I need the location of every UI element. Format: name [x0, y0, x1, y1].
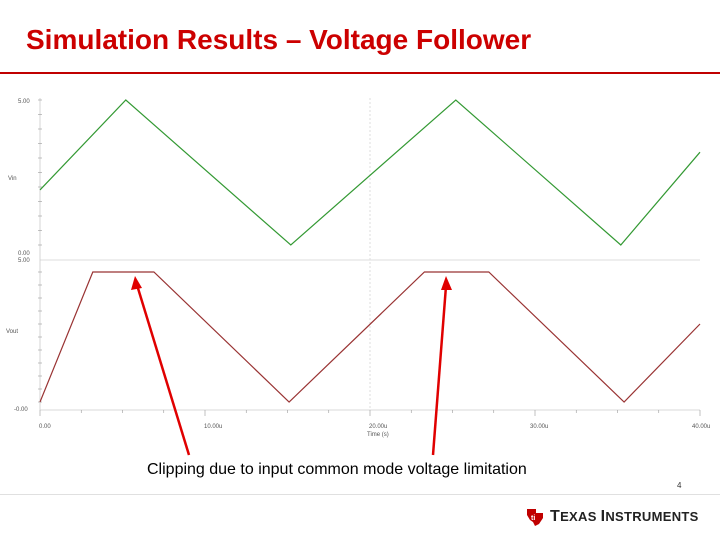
x-axis-label: Time (s) [367, 432, 389, 438]
x-tick-label-2: 20.00u [369, 424, 387, 430]
x-tick-label-3: 30.00u [530, 424, 548, 430]
vout-y-top-label: 5.00 [18, 258, 30, 264]
slide-title: Simulation Results – Voltage Follower [26, 24, 532, 55]
vin-series-line [39, 99, 701, 246]
logo-wordmark: TEXAS INSTRUMENTS [550, 508, 699, 525]
svg-text:ti: ti [531, 515, 535, 522]
x-tick-label-0: 0.00 [39, 424, 51, 430]
vin-y-bottom-label: 0.00 [18, 251, 30, 257]
vin-y-axis-label: Vin [8, 176, 17, 182]
page-number: 4 [677, 481, 682, 490]
vout-series-line [39, 271, 701, 403]
plot-grid [39, 98, 700, 411]
ti-state-icon: ti [527, 509, 543, 526]
footer-divider [0, 494, 720, 495]
ti-logo: ti TEXAS INSTRUMENTS [524, 506, 699, 528]
vout-y-axis-label: Vout [6, 329, 18, 335]
plot-ticks [38, 99, 701, 416]
clipping-caption: Clipping due to input common mode voltag… [147, 461, 527, 478]
arrow-head-2 [441, 276, 452, 290]
clipping-arrows [131, 276, 452, 456]
vin-y-top-label: 5.00 [18, 99, 30, 105]
vout-y-bottom-label: -0.00 [14, 407, 28, 413]
title-divider [0, 72, 720, 74]
vin-axis: 5.00 Vin 0.00 [8, 99, 30, 257]
arrow-head-1 [131, 276, 142, 290]
x-tick-label-1: 10.00u [204, 424, 222, 430]
vout-axis: 5.00 Vout -0.00 0.00 10.00u 20.00u 30.00… [6, 258, 710, 438]
x-tick-label-4: 40.00u [692, 424, 710, 430]
